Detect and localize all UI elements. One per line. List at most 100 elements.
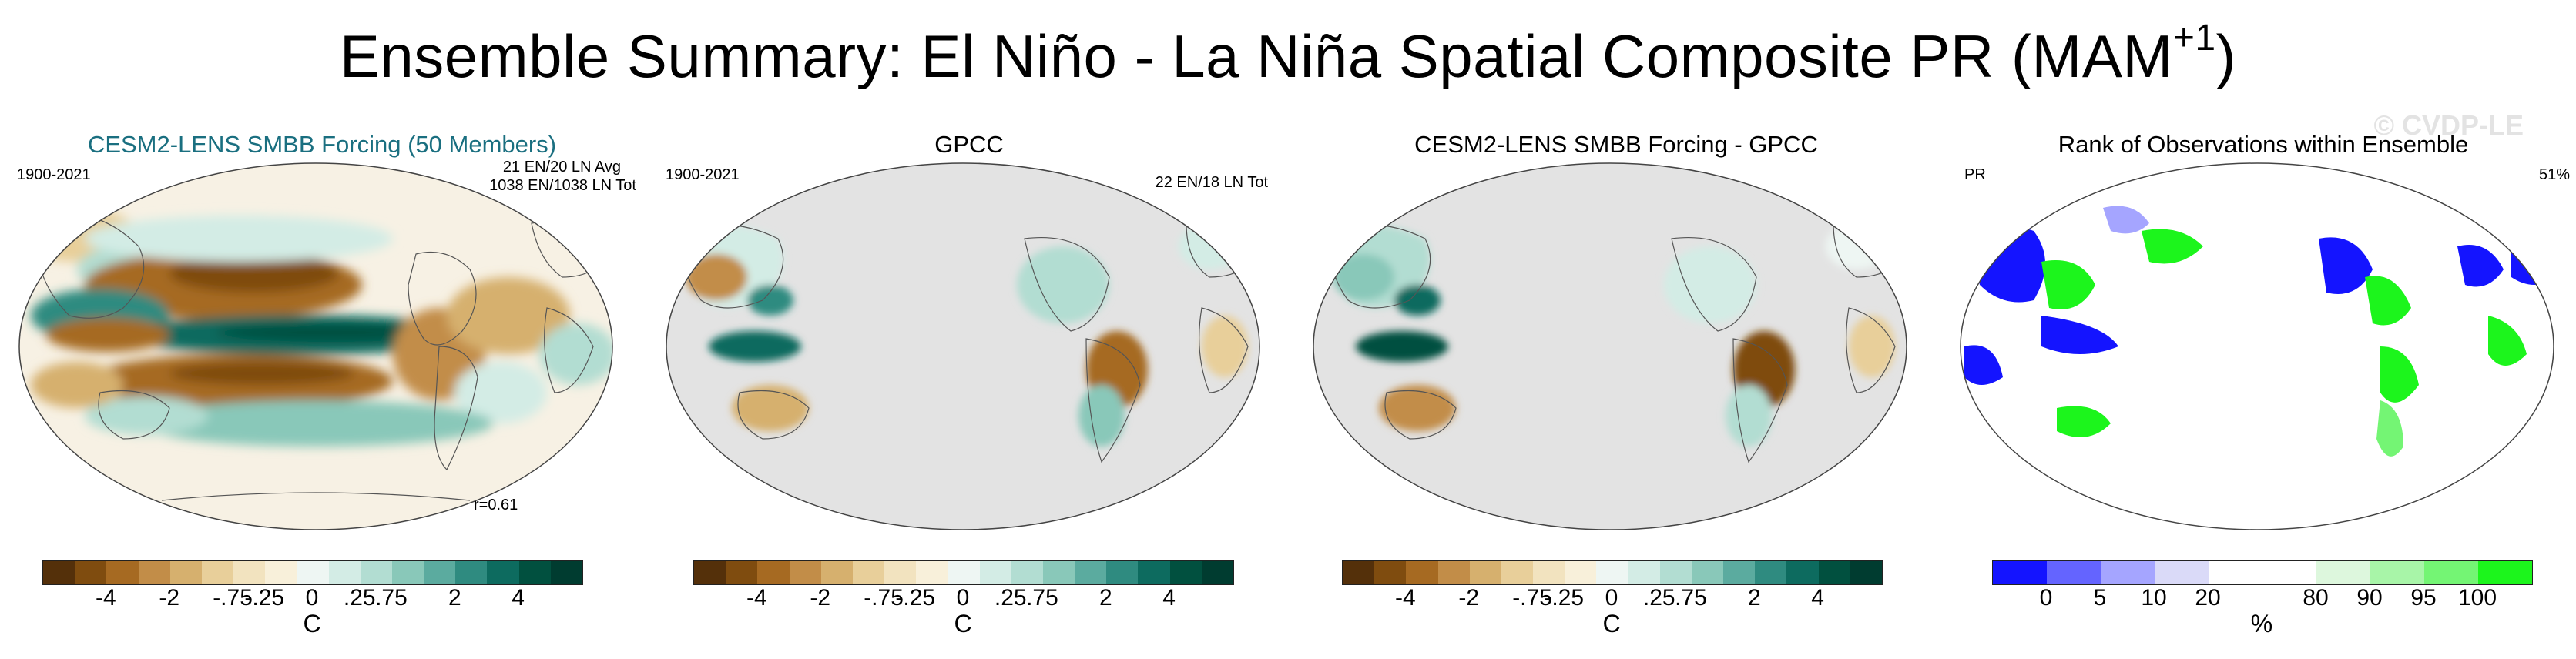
colorbar-swatch	[201, 561, 234, 584]
colorbar-tick-label: -.75	[213, 585, 253, 610]
colorbar-swatch	[1850, 561, 1882, 584]
colorbar-swatch	[1533, 561, 1565, 584]
colorbar-swatch	[2101, 561, 2155, 584]
colorbar-swatch	[1755, 561, 1787, 584]
colorbar-ticks-model: -4 -2 -.75 -.25 0 .25.75 2 4	[42, 585, 582, 619]
colorbar-tick-label: -4	[746, 585, 767, 610]
colorbar-tick-label: 4	[1811, 585, 1824, 610]
colorbar-ticks-diff: -4 -2 -.75 -.25 0 .25.75 2 4	[1342, 585, 1881, 619]
colorbar-swatch	[1786, 561, 1819, 584]
colorbar-unit-obs: C	[954, 610, 972, 637]
map-diff	[1313, 162, 1907, 530]
variable-label: PR	[1964, 166, 1986, 183]
colorbar-tick-label: 4	[512, 585, 525, 610]
colorbar-swatch	[694, 561, 726, 584]
colorbar-tick-label: -.25	[895, 585, 936, 610]
colorbar-ticks-rank: 0 5 10 20 80 90 95 100	[1992, 585, 2531, 619]
colorbar-swatch	[1501, 561, 1534, 584]
colorbar-tick-label: 95	[2410, 585, 2437, 610]
colorbar-obs	[693, 560, 1234, 585]
colorbar-swatch	[265, 561, 297, 584]
colorbar-tick-label: 100	[2457, 585, 2497, 610]
colorbar-swatch	[328, 561, 361, 584]
colorbar-swatch	[789, 561, 821, 584]
panel-diff: CESM2-LENS SMBB Forcing - GPCC	[1302, 123, 1930, 554]
colorbar-swatch	[1993, 561, 2047, 584]
colorbar-swatch	[2316, 561, 2370, 584]
colorbar-swatch	[884, 561, 917, 584]
colorbar-tick-label: -2	[810, 585, 831, 610]
colorbar-swatch	[1723, 561, 1756, 584]
colorbar-swatch	[550, 561, 582, 584]
percent-label: 51%	[2538, 166, 2570, 183]
period-label: 1900-2021	[17, 166, 91, 183]
colorbar-swatch	[1596, 561, 1628, 584]
colorbar-swatch	[2262, 561, 2316, 584]
panel-rank: Rank of Observations within Ensemble PR …	[1949, 123, 2576, 554]
colorbar-swatch	[1406, 561, 1438, 584]
colorbar-ticks-obs: -4 -2 -.75 -.25 0 .25.75 2 4	[693, 585, 1233, 619]
colorbar-tick-label: 0	[956, 585, 970, 610]
colorbar-tick-label: 5	[2093, 585, 2107, 610]
colorbar-swatch	[1343, 561, 1375, 584]
colorbar-tick-label: 90	[2356, 585, 2383, 610]
colorbar-tick-label: 2	[1098, 585, 1112, 610]
colorbar-tick-label: -4	[96, 585, 116, 610]
colorbar-swatch	[1201, 561, 1233, 584]
colorbar-tick-label: .75	[1675, 585, 1707, 610]
colorbar-swatch	[106, 561, 139, 584]
colorbar-tick-label: 20	[2195, 585, 2221, 610]
colorbar-tick-label: 80	[2303, 585, 2329, 610]
colorbar-swatch	[820, 561, 853, 584]
colorbar-tick-label: .25	[343, 585, 376, 610]
colorbar-swatch	[757, 561, 790, 584]
colorbar-tick-label: 0	[1605, 585, 1618, 610]
colorbar-swatch	[1106, 561, 1139, 584]
panel-obs: GPCC 1900-2021 22 EN/18 LN Tot	[655, 123, 1283, 554]
colorbar-swatch	[2424, 561, 2478, 584]
colorbar-tick-label: 0	[305, 585, 319, 610]
colorbar-unit-rank: %	[2250, 610, 2273, 637]
colorbar-swatch	[424, 561, 456, 584]
colorbar-tick-label: -2	[159, 585, 180, 610]
colorbar-swatch	[1437, 561, 1470, 584]
colorbar-swatch	[1818, 561, 1850, 584]
colorbar-swatch	[1042, 561, 1075, 584]
colorbar-swatch	[2209, 561, 2262, 584]
colorbar-swatch	[518, 561, 551, 584]
colorbar-swatch	[948, 561, 980, 584]
colorbar-swatch	[726, 561, 758, 584]
colorbar-tick-label: -.25	[244, 585, 285, 610]
colorbar-tick-label: 2	[448, 585, 461, 610]
colorbar-swatch	[1075, 561, 1107, 584]
period-label: 1900-2021	[666, 166, 740, 183]
colorbar-tick-label: -4	[1395, 585, 1416, 610]
colorbar-tick-label: -.25	[1544, 585, 1585, 610]
colorbar-swatch	[75, 561, 107, 584]
colorbar-tick-label: 0	[2039, 585, 2053, 610]
colorbar-tick-label: -.75	[1512, 585, 1552, 610]
map-rank	[1960, 162, 2554, 530]
colorbar-rank	[1992, 560, 2533, 585]
colorbar-tick-label: 4	[1162, 585, 1176, 610]
colorbar-model	[42, 560, 583, 585]
panel-title: Rank of Observations within Ensemble	[2058, 131, 2469, 158]
colorbar-swatch	[2478, 561, 2532, 584]
page-title: Ensemble Summary: El Niño - La Niña Spat…	[339, 18, 2237, 90]
colorbar-tick-label: .25	[994, 585, 1027, 610]
panel-title: CESM2-LENS SMBB Forcing (50 Members)	[87, 131, 557, 158]
count-label: 21 EN/20 LN Avg	[502, 159, 621, 176]
colorbar-tick-label: .75	[1026, 585, 1058, 610]
map-model	[18, 162, 613, 530]
colorbar-diff	[1342, 560, 1883, 585]
colorbar-swatch	[1469, 561, 1501, 584]
colorbar-swatch	[43, 561, 75, 584]
colorbar-swatch	[487, 561, 519, 584]
colorbar-tick-label: -.75	[864, 585, 904, 610]
colorbar-swatch	[1565, 561, 1597, 584]
colorbar-swatch	[360, 561, 392, 584]
colorbar-tick-label: 10	[2141, 585, 2167, 610]
colorbar-swatch	[455, 561, 488, 584]
colorbar-swatch	[979, 561, 1011, 584]
count-label-2: 1038 EN/1038 LN Tot	[489, 177, 636, 194]
